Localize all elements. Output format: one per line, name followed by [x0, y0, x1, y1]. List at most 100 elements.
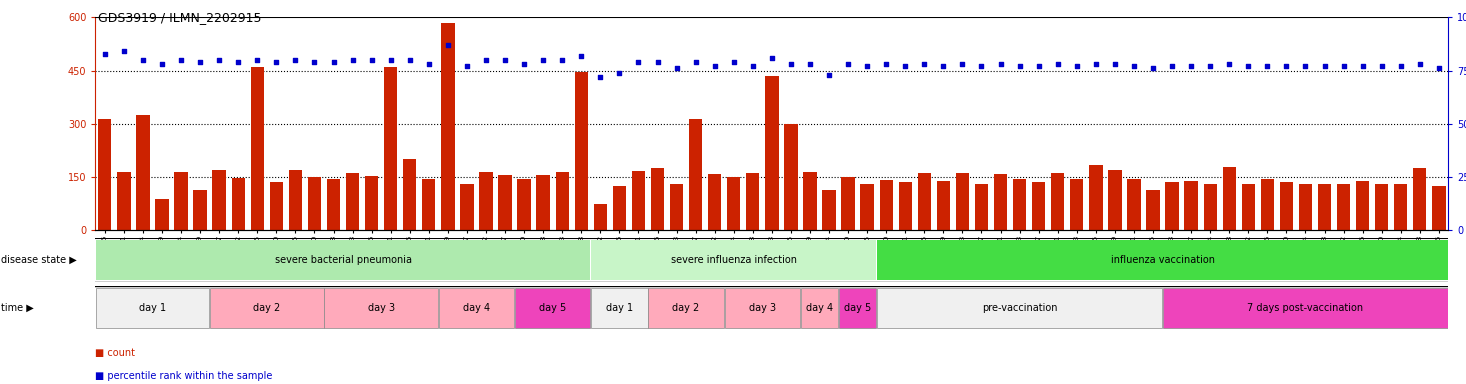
Point: [437, 42, 460, 48]
Text: day 1: day 1: [605, 303, 633, 313]
Bar: [1204, 184, 1217, 230]
Bar: [1261, 179, 1274, 230]
FancyBboxPatch shape: [839, 288, 877, 328]
Bar: [1280, 182, 1293, 230]
Point: [416, 61, 440, 67]
Point: [1085, 61, 1108, 67]
Point: [302, 59, 325, 65]
Point: [321, 59, 346, 65]
Point: [1369, 63, 1393, 70]
FancyBboxPatch shape: [95, 240, 591, 280]
Bar: [537, 175, 550, 230]
Bar: [765, 76, 778, 230]
Point: [226, 59, 249, 65]
Point: [1426, 65, 1450, 71]
FancyBboxPatch shape: [438, 288, 515, 328]
Bar: [1375, 184, 1388, 230]
Point: [1217, 61, 1240, 67]
Bar: [822, 190, 836, 230]
Bar: [670, 184, 683, 230]
Bar: [1051, 172, 1064, 230]
Point: [513, 61, 537, 67]
Bar: [1413, 168, 1426, 230]
Point: [132, 57, 155, 63]
FancyBboxPatch shape: [724, 288, 800, 328]
Point: [607, 70, 630, 76]
Point: [1199, 63, 1223, 70]
Text: day 5: day 5: [844, 303, 871, 313]
Bar: [422, 179, 435, 230]
Point: [1064, 63, 1088, 70]
Text: ■ percentile rank within the sample: ■ percentile rank within the sample: [95, 371, 273, 381]
Point: [894, 63, 918, 70]
Point: [704, 63, 727, 70]
Bar: [689, 119, 702, 230]
Point: [569, 53, 592, 59]
Bar: [136, 115, 150, 230]
Bar: [1394, 184, 1407, 230]
Bar: [1165, 182, 1179, 230]
FancyBboxPatch shape: [591, 240, 877, 280]
Point: [94, 50, 117, 56]
Text: severe bacterial pneumonia: severe bacterial pneumonia: [274, 255, 412, 265]
Bar: [1299, 184, 1312, 230]
Text: day 4: day 4: [806, 303, 833, 313]
Bar: [918, 172, 931, 230]
Bar: [1070, 179, 1083, 230]
Bar: [1146, 190, 1160, 230]
Point: [551, 57, 575, 63]
Point: [151, 61, 173, 67]
Bar: [861, 184, 874, 230]
Point: [1123, 63, 1146, 70]
Point: [798, 61, 821, 67]
Text: day 3: day 3: [749, 303, 776, 313]
Bar: [174, 172, 188, 230]
Point: [208, 57, 232, 63]
Text: severe influenza infection: severe influenza infection: [671, 255, 796, 265]
Bar: [841, 177, 855, 230]
Bar: [1318, 184, 1331, 230]
Bar: [1108, 170, 1121, 230]
Text: day 1: day 1: [139, 303, 166, 313]
Bar: [479, 172, 493, 230]
Bar: [117, 172, 130, 230]
Bar: [460, 184, 474, 230]
Bar: [880, 180, 893, 230]
Point: [1255, 63, 1278, 70]
Bar: [1032, 182, 1045, 230]
Bar: [517, 179, 531, 230]
Bar: [1432, 186, 1445, 230]
Bar: [1223, 167, 1236, 230]
Bar: [346, 173, 359, 230]
Bar: [956, 172, 969, 230]
Text: day 5: day 5: [539, 303, 566, 313]
Bar: [1089, 166, 1102, 230]
Bar: [194, 190, 207, 230]
Point: [188, 59, 211, 65]
Bar: [803, 172, 817, 230]
Text: GDS3919 / ILMN_2202915: GDS3919 / ILMN_2202915: [98, 12, 262, 25]
Bar: [975, 184, 988, 230]
Point: [1161, 63, 1185, 70]
Bar: [403, 159, 416, 230]
Bar: [575, 72, 588, 230]
Point: [1274, 63, 1299, 70]
Point: [1141, 65, 1164, 71]
Point: [1009, 63, 1032, 70]
Bar: [1127, 179, 1141, 230]
Point: [780, 61, 803, 67]
Bar: [651, 168, 664, 230]
Point: [627, 59, 651, 65]
Point: [950, 61, 973, 67]
Point: [1314, 63, 1337, 70]
FancyBboxPatch shape: [95, 288, 210, 328]
Point: [855, 63, 878, 70]
Text: day 3: day 3: [368, 303, 394, 313]
Bar: [155, 199, 169, 230]
Point: [912, 61, 935, 67]
Point: [1026, 63, 1050, 70]
Point: [988, 61, 1012, 67]
Text: time ▶: time ▶: [1, 303, 34, 313]
Point: [874, 61, 897, 67]
Bar: [746, 172, 759, 230]
